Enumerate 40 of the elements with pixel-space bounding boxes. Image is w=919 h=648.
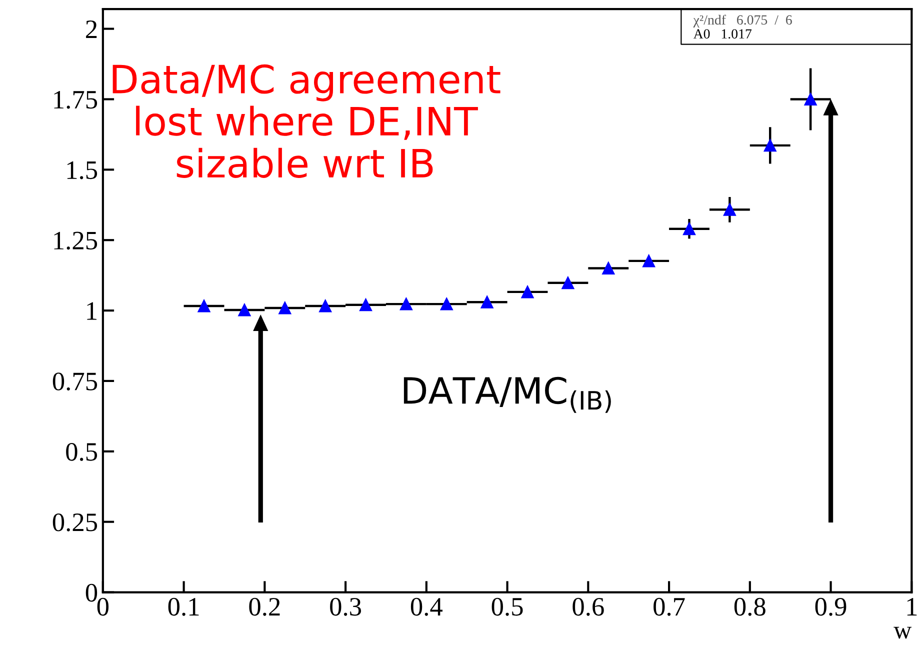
y-tick-label: 1	[87, 302, 96, 320]
y-tick-label: 0.25	[52, 513, 98, 532]
x-tick-label: 0.5	[492, 598, 523, 616]
annotation: DATA/MC$_{(IB)}$	[404, 376, 611, 413]
point	[480, 296, 494, 308]
point	[440, 298, 453, 310]
point	[400, 298, 412, 310]
annotation: Data/MC agreement lost where DE,INT sizable wrt IB	[112, 64, 500, 178]
x-tick-label: 0.1	[168, 598, 199, 616]
point	[521, 286, 534, 298]
x-tick-label: 0.9	[815, 598, 846, 616]
y-tick-label: 1.75	[54, 90, 98, 109]
point	[723, 203, 736, 216]
y-tick-label: 2	[86, 20, 97, 38]
x-tick-label: 0.2	[249, 598, 280, 616]
y-tick-label: 0.75	[52, 372, 98, 390]
point	[602, 262, 615, 275]
y-tick-label: 1.5	[67, 161, 98, 180]
x-tick-label: 0.6	[572, 598, 604, 616]
x-tick-label: 0.4	[410, 598, 442, 616]
x-tick-label: 0.7	[654, 598, 685, 616]
point	[683, 222, 696, 236]
point	[238, 304, 251, 316]
x-tick-label: 0.3	[330, 598, 362, 616]
point	[804, 92, 817, 106]
annotation: χ²/ndf 6.075 / 6	[693, 14, 792, 28]
x-axis-title: w	[894, 626, 912, 639]
point	[764, 139, 776, 152]
annotation: A0 1.017	[693, 29, 752, 39]
x-tick-label: 0.8	[734, 598, 766, 616]
point	[198, 300, 210, 312]
point	[562, 276, 574, 290]
point	[278, 302, 292, 314]
point	[360, 298, 372, 312]
point	[642, 254, 656, 268]
point	[319, 300, 332, 312]
x-tick-label: 1	[907, 598, 917, 616]
y-tick-label: 1.25	[54, 232, 98, 250]
y-tick-label: 0	[86, 584, 98, 602]
y-tick-label: 0.5	[66, 443, 98, 461]
